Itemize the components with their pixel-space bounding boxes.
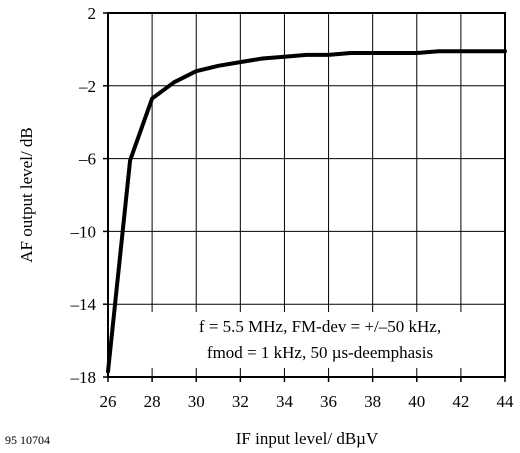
x-tick-label: 34	[276, 392, 294, 411]
y-tick-label: 2	[88, 4, 97, 23]
series-line	[106, 49, 507, 374]
x-tick-label: 42	[452, 392, 469, 411]
y-axis-title: AF output level/ dB	[17, 127, 36, 263]
x-tick-labels: 26 28 30 32 34 36 38 40 42 44	[100, 392, 515, 411]
x-tick-label: 30	[188, 392, 205, 411]
y-tick-label: –10	[70, 222, 97, 241]
series-group	[106, 49, 507, 374]
annotation-line-1: f = 5.5 MHz, FM-dev = +/–50 kHz,	[199, 317, 441, 336]
x-tick-label: 26	[100, 392, 117, 411]
y-tick-label: –6	[78, 150, 96, 169]
y-tick-label: –14	[70, 295, 97, 314]
x-tick-label: 32	[232, 392, 249, 411]
x-tick-label: 44	[497, 392, 515, 411]
figure-id: 95 10704	[5, 433, 50, 447]
y-tick-label: –2	[78, 77, 96, 96]
x-tick-label: 38	[364, 392, 381, 411]
annotation-line-2: fmod = 1 kHz, 50 µs-deemphasis	[207, 343, 433, 362]
y-tick-label: –18	[70, 368, 97, 387]
annotation-background	[143, 312, 498, 368]
grid	[108, 13, 505, 377]
y-tick-labels: 2 –2 –6 –10 –14 –18	[70, 4, 97, 387]
axis-ticks	[103, 12, 506, 382]
x-tick-label: 40	[408, 392, 425, 411]
x-tick-label: 28	[144, 392, 161, 411]
plot-area-frame	[107, 12, 506, 378]
x-axis-title: IF input level/ dBµV	[236, 429, 379, 448]
x-tick-label: 36	[320, 392, 337, 411]
